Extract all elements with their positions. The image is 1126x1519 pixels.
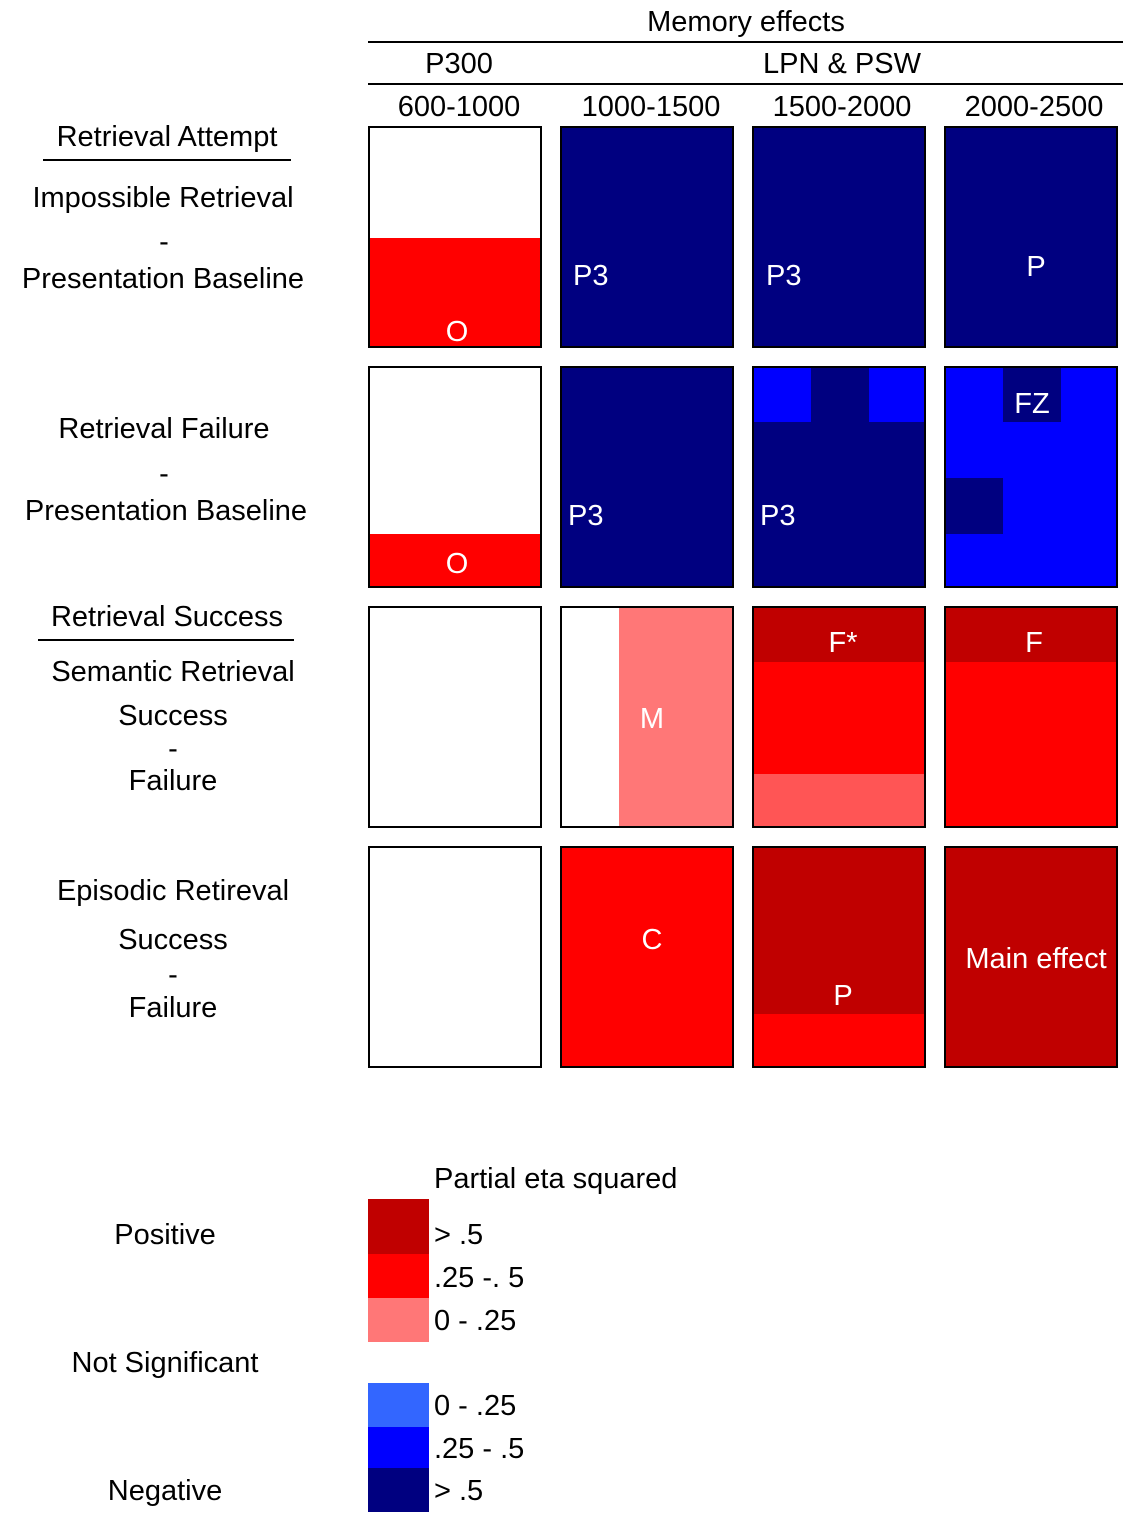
segment-medium-positive	[370, 238, 540, 346]
cell-r2c1: O	[368, 366, 542, 588]
cell-label: O	[445, 316, 469, 348]
segment-medium-negative	[869, 368, 924, 422]
cell-r3c4: F	[944, 606, 1118, 828]
cell-label: P3	[760, 500, 796, 532]
group-label-p300: P300	[425, 48, 493, 80]
cell-label: F	[1025, 627, 1043, 659]
legend-title: Partial eta squared	[434, 1163, 678, 1195]
segment-medium-positive	[754, 1014, 924, 1066]
row2-line2: Presentation Baseline	[24, 495, 308, 527]
segment-strong-positive	[946, 608, 1116, 662]
legend-swatch-pos-weak	[368, 1298, 429, 1342]
cell-r4c1	[368, 846, 542, 1068]
section-label-retrieval-success: Retrieval Success	[50, 601, 284, 633]
cell-r1c4: P	[944, 126, 1118, 348]
legend-negative-label: Negative	[107, 1475, 223, 1507]
cell-r1c3: P3	[752, 126, 926, 348]
cell-label: C	[641, 924, 663, 956]
row1-line1: Impossible Retrieval	[32, 182, 294, 214]
window-label-4: 2000-2500	[964, 91, 1104, 123]
window-label-3: 1500-2000	[772, 91, 912, 123]
segment-weak-positive	[754, 774, 924, 826]
section-underline-retrieval-success	[38, 639, 294, 641]
cell-label: P	[1026, 251, 1046, 283]
legend-swatch-neg-strong	[368, 1468, 429, 1512]
legend-not-significant-label: Not Significant	[71, 1347, 259, 1379]
row3-dash: -	[168, 733, 178, 765]
cell-r2c3: P3	[752, 366, 926, 588]
cell-r3c3: F*	[752, 606, 926, 828]
legend-pos-label-3: 0 - .25	[434, 1305, 517, 1337]
cell-label: O	[445, 548, 469, 580]
group-label-lpn-psw: LPN & PSW	[763, 48, 921, 80]
section-label-retrieval-attempt: Retrieval Attempt	[56, 121, 278, 153]
legend-neg-label-2: .25 - .5	[434, 1433, 525, 1465]
cell-label: FZ	[1014, 388, 1050, 420]
segment-medium-negative	[754, 368, 811, 422]
cell-r4c4: Main effect	[944, 846, 1118, 1068]
cell-label: P	[833, 980, 853, 1012]
segment-strong-negative	[1003, 368, 1061, 422]
segment-strong-positive	[754, 608, 924, 662]
legend-swatch-pos-strong	[368, 1199, 429, 1254]
cell-label: M	[639, 703, 665, 735]
segment-strong-negative	[946, 478, 1003, 534]
row4-dash: -	[168, 959, 178, 991]
row4-line3: Failure	[128, 992, 218, 1024]
segment-weak-positive	[619, 608, 732, 826]
row1-line2: Presentation Baseline	[21, 263, 305, 295]
legend-neg-label-1: 0 - .25	[434, 1390, 517, 1422]
section-underline-retrieval-attempt	[43, 159, 291, 161]
cell-label: P3	[568, 500, 604, 532]
window-label-2: 1000-1500	[581, 91, 721, 123]
segment-medium-positive	[370, 534, 540, 586]
cell-r3c2: M	[560, 606, 734, 828]
window-label-1: 600-1000	[397, 91, 521, 123]
row3-line1: Semantic Retrieval	[51, 656, 295, 688]
row3-line2: Success	[118, 700, 228, 732]
cell-label: P3	[766, 260, 802, 292]
header-divider-bottom	[368, 83, 1123, 85]
row4-line2: Success	[118, 924, 228, 956]
legend-positive-label: Positive	[114, 1219, 216, 1251]
legend-swatch-pos-medium	[368, 1254, 429, 1298]
row2-line1: Retrieval Failure	[58, 413, 270, 445]
cell-label: P3	[573, 260, 609, 292]
row1-dash: -	[159, 226, 169, 258]
legend-pos-label-2: .25 -. 5	[434, 1262, 525, 1294]
header-title: Memory effects	[647, 6, 845, 38]
row4-line1: Episodic Retireval	[56, 875, 290, 907]
cell-r2c2: P3	[560, 366, 734, 588]
cell-r3c1	[368, 606, 542, 828]
cell-label: F*	[828, 627, 858, 659]
legend-pos-label-1: > .5	[434, 1219, 484, 1251]
row2-dash: -	[159, 458, 169, 490]
cell-label: Main effect	[965, 943, 1107, 975]
legend-neg-label-3: > .5	[434, 1475, 484, 1507]
header-divider-top	[368, 41, 1123, 43]
cell-r1c1: O	[368, 126, 542, 348]
cell-r1c2: P3	[560, 126, 734, 348]
cell-r4c3: P	[752, 846, 926, 1068]
legend-swatch-neg-medium	[368, 1427, 429, 1468]
row3-line3: Failure	[128, 765, 218, 797]
cell-r2c4: FZ	[944, 366, 1118, 588]
legend-swatch-neg-weak	[368, 1383, 429, 1427]
cell-r4c2: C	[560, 846, 734, 1068]
